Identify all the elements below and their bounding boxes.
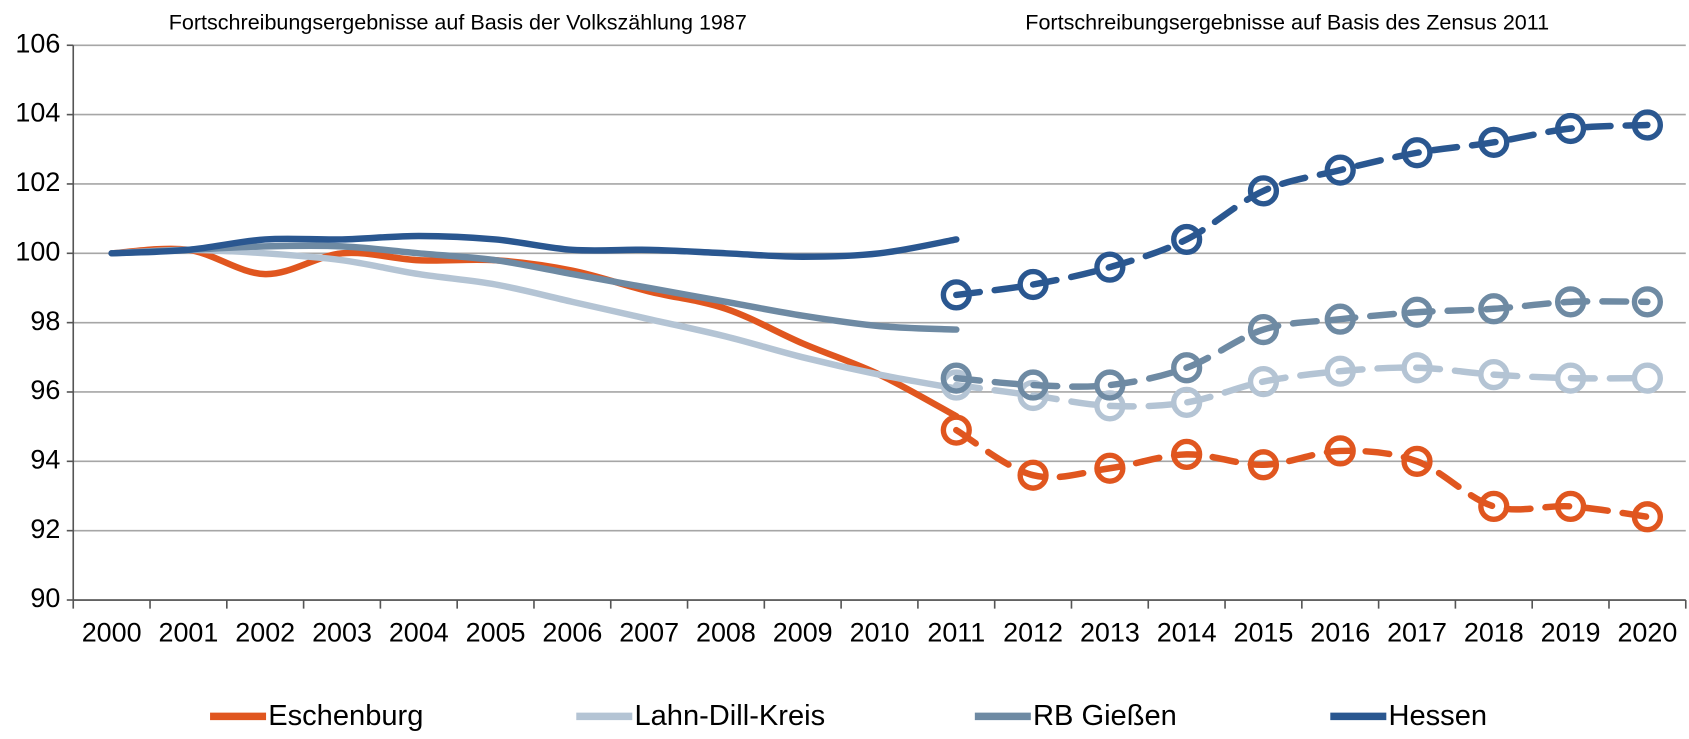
census-point [1171,386,1203,419]
x-tick-label: 2015 [1234,618,1294,648]
x-tick-label: 2009 [773,618,833,648]
x-tick-label: 2016 [1310,618,1370,648]
legend-label: RB Gießen [1033,700,1177,732]
x-tick-label: 2017 [1387,618,1447,648]
census-point [1554,490,1587,523]
x-tick-label: 2006 [542,618,602,648]
census-line [953,298,1651,390]
census-point [1247,313,1280,346]
census-point [1554,112,1587,145]
census-point [1324,303,1356,335]
x-tick-label: 2008 [696,618,756,648]
census-line [953,426,1651,521]
census-point [1401,445,1433,477]
census-point [1478,293,1510,325]
census-line [953,364,1651,410]
census-point [1094,390,1126,422]
census-point [1324,154,1356,186]
x-tick-label: 2011 [927,618,985,648]
census-point [1017,459,1049,491]
census-point [1171,352,1203,384]
census-point [1478,126,1510,158]
y-tick-label: 106 [15,28,60,58]
census-point [1324,355,1356,387]
legend-label: Eschenburg [268,700,423,732]
census-point [1401,296,1433,328]
census-point [1478,490,1510,523]
y-tick-label: 90 [30,583,60,613]
series-line [108,245,960,420]
y-tick-label: 96 [30,375,60,405]
census-line [953,121,1651,299]
census-point [940,362,972,394]
legend-label: Lahn-Dill-Kreis [634,700,825,732]
y-tick-label: 94 [30,444,60,474]
census-point [1171,223,1203,256]
census-point [1554,362,1587,394]
legend-label: Hessen [1388,700,1487,732]
x-tick-label: 2020 [1617,618,1677,648]
annotation: Fortschreibungsergebnisse auf Basis des … [1025,10,1549,34]
census-point [1631,362,1663,394]
x-tick-label: 2014 [1157,618,1217,648]
series-line [108,246,960,392]
census-point [1017,369,1049,401]
x-tick-label: 2005 [466,618,526,648]
series-line [108,232,960,260]
x-tick-label: 2018 [1464,618,1524,648]
census-point [1631,286,1663,318]
y-tick-label: 104 [15,98,60,128]
x-tick-label: 2010 [850,618,910,648]
x-tick-label: 2012 [1003,618,1063,648]
census-point [1247,365,1280,398]
x-tick-label: 2003 [312,618,372,648]
x-tick-label: 2004 [389,618,449,648]
annotation: Fortschreibungsergebnisse auf Basis der … [169,10,747,34]
census-point [1324,435,1356,467]
census-point [1094,369,1126,401]
census-point [1554,286,1587,318]
x-tick-label: 2000 [82,618,142,648]
census-point [1401,137,1433,169]
census-point [1631,501,1663,533]
series-line [108,242,960,333]
census-point [940,414,972,446]
census-point [940,279,972,311]
x-tick-label: 2002 [235,618,295,648]
y-tick-label: 102 [15,167,60,197]
x-tick-label: 2007 [619,618,679,648]
census-point [1478,359,1510,391]
census-point [1094,251,1126,283]
census-point [1017,268,1049,301]
x-tick-label: 2013 [1080,618,1140,648]
census-point [1094,452,1126,484]
y-tick-label: 100 [15,236,60,266]
y-tick-label: 92 [30,514,60,544]
census-point [1401,352,1433,384]
census-point [1247,175,1280,207]
x-tick-label: 2019 [1541,618,1601,648]
census-point [1171,438,1203,471]
y-tick-label: 98 [30,306,60,336]
x-tick-label: 2001 [158,618,218,648]
census-point [1247,449,1280,481]
census-point [1631,109,1663,141]
